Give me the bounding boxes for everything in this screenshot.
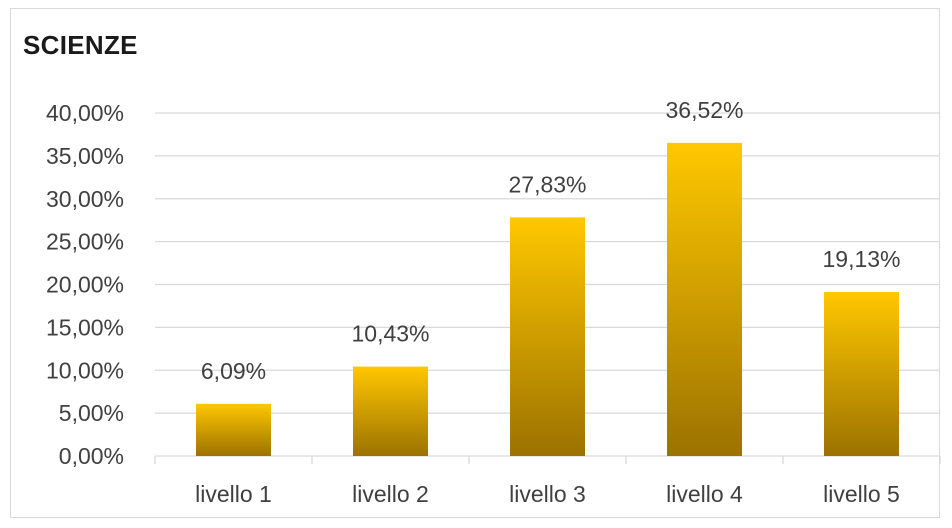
- x-tick-label: livello 3: [509, 481, 586, 507]
- bar: [196, 403, 271, 456]
- y-tick-label: 0,00%: [59, 443, 124, 469]
- x-tick-label: livello 2: [352, 481, 429, 507]
- y-tick-label: 25,00%: [46, 229, 124, 255]
- bar: [667, 142, 742, 456]
- bar: [824, 291, 899, 456]
- bar: [510, 217, 585, 456]
- x-tick-label: livello 4: [666, 481, 743, 507]
- y-tick-label: 35,00%: [46, 143, 124, 169]
- chart-frame: [10, 8, 940, 518]
- chart-title: SCIENZE: [23, 30, 138, 60]
- x-tick-label: livello 5: [823, 481, 900, 507]
- y-tick-label: 20,00%: [46, 272, 124, 298]
- bar: [353, 366, 428, 456]
- data-label: 10,43%: [351, 321, 429, 347]
- y-tick-label: 15,00%: [46, 314, 124, 340]
- x-tick-label: livello 1: [195, 481, 272, 507]
- data-label: 27,83%: [508, 171, 586, 197]
- data-label: 19,13%: [822, 246, 900, 272]
- y-tick-label: 40,00%: [46, 100, 124, 126]
- y-tick-label: 30,00%: [46, 186, 124, 212]
- data-label: 36,52%: [665, 97, 743, 123]
- y-tick-label: 5,00%: [59, 400, 124, 426]
- y-tick-label: 10,00%: [46, 357, 124, 383]
- data-label: 6,09%: [201, 358, 266, 384]
